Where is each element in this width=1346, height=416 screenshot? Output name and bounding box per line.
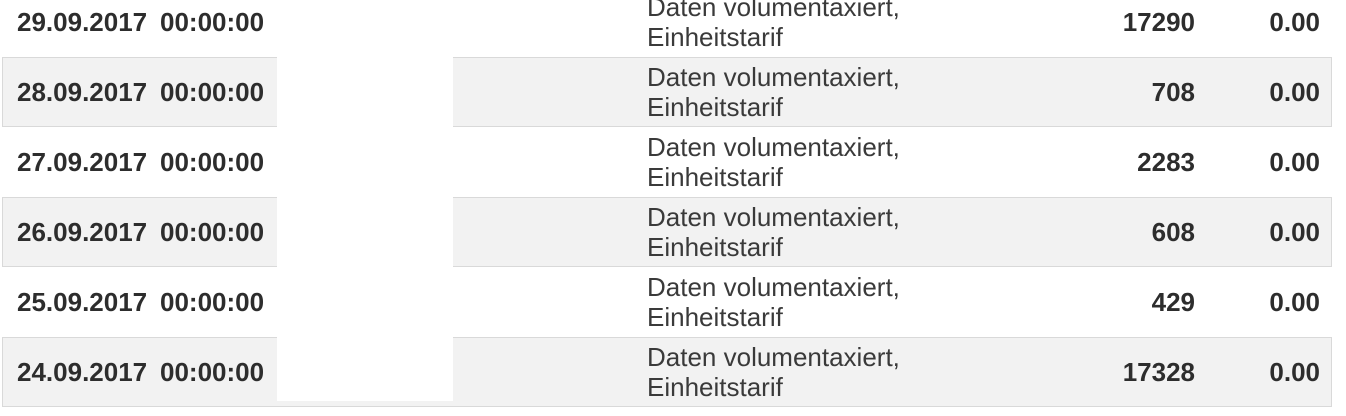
cell-volume: 17328 <box>1122 357 1195 387</box>
table-row: 26.09.2017 00:00:00 Daten volumentaxiert… <box>2 197 1332 267</box>
redaction-overlay <box>277 196 453 269</box>
cell-volume: 429 <box>1151 287 1195 317</box>
cell-amount: 0.00 <box>1269 357 1320 387</box>
cell-volume: 608 <box>1151 217 1195 247</box>
cell-date: 29.09.2017 <box>17 7 148 37</box>
cell-date: 26.09.2017 <box>17 217 148 247</box>
cell-amount: 0.00 <box>1269 287 1320 317</box>
table-row: 28.09.2017 00:00:00 Daten volumentaxiert… <box>2 57 1332 127</box>
cell-date: 27.09.2017 <box>17 147 148 177</box>
cell-date: 24.09.2017 <box>17 357 148 387</box>
cell-date: 28.09.2017 <box>17 77 148 107</box>
cell-amount: 0.00 <box>1269 77 1320 107</box>
table-row: 29.09.2017 00:00:00 Daten volumentaxiert… <box>2 0 1332 57</box>
redaction-overlay <box>277 56 453 129</box>
cell-time: 00:00:00 <box>160 217 265 247</box>
usage-table-body: 29.09.2017 00:00:00 Daten volumentaxiert… <box>2 0 1332 407</box>
cell-date: 25.09.2017 <box>17 287 148 317</box>
cell-volume: 2283 <box>1137 147 1195 177</box>
redaction-overlay <box>277 336 453 401</box>
cell-description: Daten volumentaxiert, Einheitstarif <box>647 0 900 52</box>
cell-amount: 0.00 <box>1269 147 1320 177</box>
cell-description: Daten volumentaxiert, Einheitstarif <box>647 202 900 262</box>
cell-time: 00:00:00 <box>160 147 265 177</box>
cell-time: 00:00:00 <box>160 357 265 387</box>
cell-amount: 0.00 <box>1269 7 1320 37</box>
table-row: 27.09.2017 00:00:00 Daten volumentaxiert… <box>2 127 1332 197</box>
table-row: 24.09.2017 00:00:00 Daten volumentaxiert… <box>2 337 1332 407</box>
cell-time: 00:00:00 <box>160 7 265 37</box>
cell-description: Daten volumentaxiert, Einheitstarif <box>647 132 900 192</box>
cell-description: Daten volumentaxiert, Einheitstarif <box>647 342 900 402</box>
cell-amount: 0.00 <box>1269 217 1320 247</box>
cell-description: Daten volumentaxiert, Einheitstarif <box>647 272 900 332</box>
table-row: 25.09.2017 00:00:00 Daten volumentaxiert… <box>2 267 1332 337</box>
cell-description: Daten volumentaxiert, Einheitstarif <box>647 62 900 122</box>
cell-time: 00:00:00 <box>160 77 265 107</box>
itemized-usage-table: 29.09.2017 00:00:00 Daten volumentaxiert… <box>2 0 1332 407</box>
cell-time: 00:00:00 <box>160 287 265 317</box>
cell-volume: 17290 <box>1122 7 1195 37</box>
cell-volume: 708 <box>1151 77 1195 107</box>
